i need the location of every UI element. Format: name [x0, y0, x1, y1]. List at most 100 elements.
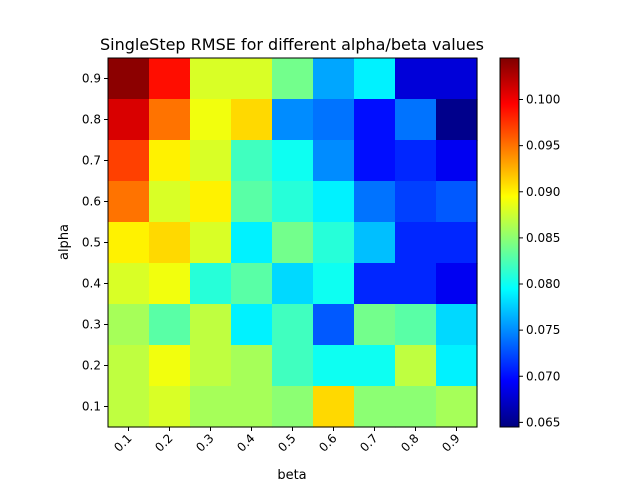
x-tick-label: 0.1	[111, 431, 134, 454]
heatmap-cell	[313, 263, 355, 305]
y-tick-label: 0.2	[82, 359, 101, 373]
heatmap-cell	[149, 386, 191, 428]
heatmap-cell	[108, 386, 150, 428]
heatmap-cell	[354, 386, 396, 428]
heatmap-cell	[272, 181, 314, 223]
heatmap-cell	[272, 263, 314, 305]
heatmap-cell	[354, 222, 396, 264]
heatmap-cell	[149, 304, 191, 346]
heatmap-cell	[313, 58, 355, 100]
heatmap-cell	[436, 140, 478, 182]
heatmap-cell	[354, 181, 396, 223]
heatmap-cell	[436, 99, 478, 141]
heatmap-cell	[313, 99, 355, 141]
heatmap-cell	[190, 386, 232, 428]
y-tick-label: 0.9	[82, 72, 101, 86]
colorbar-tick-label: 0.095	[526, 139, 560, 153]
heatmap-cell	[190, 263, 232, 305]
colorbar-tick-label: 0.085	[526, 231, 560, 245]
heatmap-cell	[190, 58, 232, 100]
heatmap-cell	[395, 181, 437, 223]
heatmap-cell	[149, 140, 191, 182]
heatmap-cell	[231, 222, 273, 264]
y-tick-label: 0.7	[82, 154, 101, 168]
heatmap-cell	[436, 304, 478, 346]
y-tick-label: 0.1	[82, 400, 101, 414]
heatmap-cell	[108, 345, 150, 387]
heatmap-cell	[436, 222, 478, 264]
heatmap-cell	[395, 140, 437, 182]
heatmap-cell	[436, 263, 478, 305]
heatmap-cell	[231, 140, 273, 182]
colorbar-tick-label: 0.090	[526, 185, 560, 199]
heatmap-cell	[272, 58, 314, 100]
colorbar	[499, 57, 520, 428]
heatmap-cell	[149, 99, 191, 141]
y-tick-label: 0.4	[82, 277, 101, 291]
colorbar-tick-label: 0.080	[526, 277, 560, 291]
chart-title: SingleStep RMSE for different alpha/beta…	[100, 35, 484, 54]
heatmap-cell	[108, 99, 150, 141]
heatmap-cell	[354, 58, 396, 100]
heatmap-cell	[231, 181, 273, 223]
heatmap-cell	[190, 304, 232, 346]
heatmap-cell	[272, 222, 314, 264]
heatmap-cell	[231, 386, 273, 428]
heatmap-cell	[395, 99, 437, 141]
x-tick-label: 0.5	[275, 431, 298, 454]
heatmap-cell	[313, 181, 355, 223]
colorbar-ticks: 0.065 0.070 0.075 0.080 0.085 0.090 0.095 0.100	[519, 93, 560, 429]
heatmap-cell	[395, 263, 437, 305]
y-tick-label: 0.8	[82, 113, 101, 127]
heatmap-cell	[149, 181, 191, 223]
heatmap-cell	[436, 386, 478, 428]
y-tick-label: 0.3	[82, 318, 101, 332]
heatmap-cell	[231, 58, 273, 100]
heatmap-cell	[272, 140, 314, 182]
heatmap-cell	[395, 304, 437, 346]
heatmap-cell	[272, 345, 314, 387]
heatmap-cell	[108, 222, 150, 264]
heatmap-cell	[313, 140, 355, 182]
heatmap-cell	[354, 304, 396, 346]
x-tick-label: 0.9	[439, 431, 462, 454]
heatmap-cell	[149, 58, 191, 100]
heatmap-cell	[108, 181, 150, 223]
heatmap-cell	[190, 140, 232, 182]
heatmap-cell	[231, 99, 273, 141]
x-axis-ticks: 0.1 0.2 0.3 0.4 0.5 0.6 0.7 0.8 0.9	[111, 427, 463, 455]
heatmap-cell	[231, 345, 273, 387]
heatmap-cell	[108, 140, 150, 182]
heatmap-cell	[313, 222, 355, 264]
heatmap-cell	[231, 304, 273, 346]
y-axis-ticks: 0.9 0.8 0.7 0.6 0.5 0.4 0.3 0.2 0.1	[82, 72, 108, 414]
x-tick-label: 0.7	[357, 431, 380, 454]
heatmap-cell	[436, 345, 478, 387]
heatmap-cell	[395, 386, 437, 428]
heatmap-cell	[354, 140, 396, 182]
x-axis-label: beta	[277, 468, 306, 480]
heatmap-cell	[313, 345, 355, 387]
heatmap-cell	[272, 304, 314, 346]
heatmap-cell	[436, 58, 478, 100]
heatmap-cell	[272, 99, 314, 141]
y-tick-label: 0.6	[82, 195, 101, 209]
colorbar-tick-label: 0.065	[526, 415, 560, 429]
heatmap-cell	[436, 181, 478, 223]
x-tick-label: 0.2	[152, 431, 175, 454]
heatmap-cell	[149, 345, 191, 387]
heatmap-cell	[395, 345, 437, 387]
y-axis-label: alpha	[57, 224, 72, 260]
heatmap-cell	[395, 58, 437, 100]
heatmap-cell	[231, 263, 273, 305]
heatmap-cell	[395, 222, 437, 264]
colorbar-tick-label: 0.100	[526, 93, 560, 107]
x-tick-label: 0.8	[398, 431, 421, 454]
heatmap-cell	[108, 58, 150, 100]
x-tick-label: 0.4	[234, 431, 257, 454]
heatmap-cell	[190, 345, 232, 387]
heatmap-cell	[190, 181, 232, 223]
heatmap-cell	[149, 263, 191, 305]
x-tick-label: 0.6	[316, 431, 339, 454]
heatmap-cell	[272, 386, 314, 428]
